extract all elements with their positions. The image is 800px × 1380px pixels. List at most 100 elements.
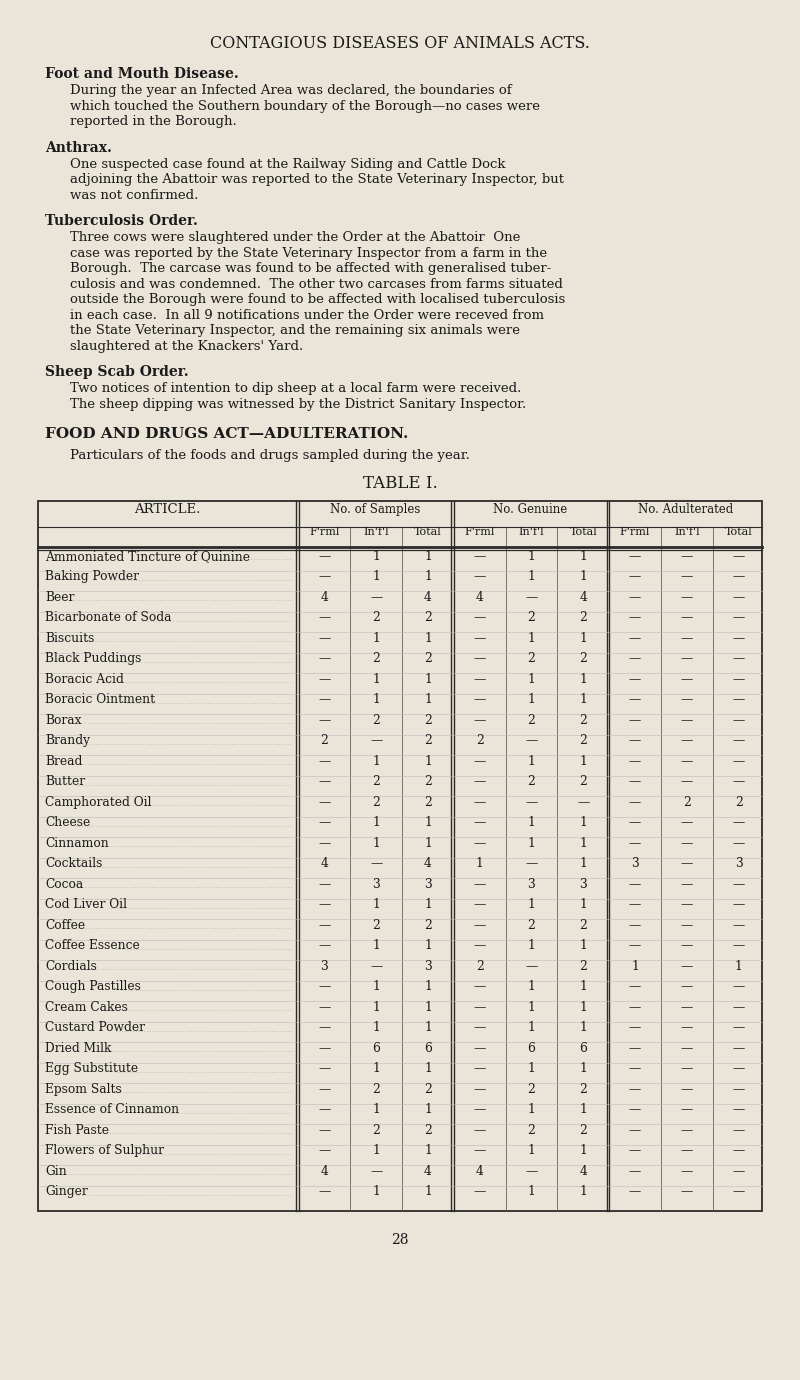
Text: —: — [733,980,745,994]
Text: Bread: Bread [45,755,82,767]
Text: —: — [318,816,330,829]
Text: 1: 1 [372,836,380,850]
Text: —: — [681,1185,693,1198]
Text: Egg Substitute: Egg Substitute [45,1063,138,1075]
Text: 3: 3 [321,959,328,973]
Text: —: — [318,632,330,644]
Text: —: — [526,857,538,871]
Text: —: — [733,1103,745,1116]
Text: Borax: Borax [45,713,82,727]
Text: —: — [526,959,538,973]
Text: Sheep Scab Order.: Sheep Scab Order. [45,364,189,380]
Text: —: — [733,776,745,788]
Text: Three cows were slaughtered under the Order at the Abattoir  One: Three cows were slaughtered under the Or… [70,230,520,244]
Text: 1: 1 [579,816,587,829]
Text: —: — [681,1063,693,1075]
Text: 1: 1 [372,755,380,767]
Text: —: — [681,857,693,871]
Text: 1: 1 [528,1144,535,1158]
Text: 2: 2 [424,734,432,747]
Text: —: — [629,836,641,850]
Text: 1: 1 [424,632,432,644]
Text: 1: 1 [372,940,380,952]
Text: 28: 28 [391,1232,409,1248]
Text: —: — [318,713,330,727]
Text: Essence of Cinnamon: Essence of Cinnamon [45,1103,179,1116]
Text: —: — [733,1042,745,1054]
Text: —: — [318,1000,330,1014]
Text: 2: 2 [372,653,380,665]
Text: —: — [318,1144,330,1158]
Text: —: — [474,653,486,665]
Text: —: — [318,1103,330,1116]
Text: —: — [681,959,693,973]
Text: —: — [681,713,693,727]
Text: 2: 2 [527,713,535,727]
Text: —: — [474,836,486,850]
Text: 6: 6 [424,1042,432,1054]
Text: Butter: Butter [45,776,85,788]
Text: ARTICLE.: ARTICLE. [134,502,200,516]
Text: —: — [733,591,745,604]
Text: —: — [629,755,641,767]
Text: 1: 1 [372,1021,380,1034]
Text: Baking Powder: Baking Powder [45,570,139,584]
Text: 1: 1 [734,959,742,973]
Text: in each case.  In all 9 notifications under the Order were receved from: in each case. In all 9 notifications und… [70,309,544,322]
Text: No. Genuine: No. Genuine [493,502,567,516]
Text: F'rml: F'rml [465,527,495,537]
Text: —: — [629,1042,641,1054]
Text: —: — [474,1000,486,1014]
Text: 2: 2 [321,734,328,747]
Text: —: — [318,1042,330,1054]
Text: 2: 2 [579,611,587,624]
Text: 1: 1 [579,570,587,584]
Text: —: — [474,1021,486,1034]
Text: 1: 1 [424,1063,432,1075]
Text: —: — [681,940,693,952]
Text: 1: 1 [579,1185,587,1198]
Text: —: — [681,980,693,994]
Text: —: — [318,611,330,624]
Text: Cream Cakes: Cream Cakes [45,1000,128,1014]
Text: —: — [681,632,693,644]
Text: 2: 2 [476,734,484,747]
Text: 1: 1 [424,1021,432,1034]
Text: Two notices of intention to dip sheep at a local farm were received.: Two notices of intention to dip sheep at… [70,382,522,395]
Text: —: — [681,898,693,911]
Text: —: — [681,549,693,563]
Text: Coffee: Coffee [45,919,85,932]
Text: 2: 2 [579,713,587,727]
Text: —: — [318,919,330,932]
Text: 2: 2 [424,713,432,727]
Text: —: — [474,816,486,829]
Text: 4: 4 [424,1165,432,1177]
Text: In'f'l: In'f'l [363,527,389,537]
Text: —: — [733,1021,745,1034]
Text: —: — [629,940,641,952]
Text: —: — [681,878,693,890]
Text: —: — [474,549,486,563]
Text: 2: 2 [527,611,535,624]
Text: —: — [733,570,745,584]
Text: —: — [526,591,538,604]
Text: 1: 1 [528,693,535,707]
Text: —: — [629,673,641,686]
Text: —: — [474,980,486,994]
Text: 1: 1 [579,632,587,644]
Text: 2: 2 [372,919,380,932]
Text: Ginger: Ginger [45,1185,88,1198]
Text: —: — [474,1185,486,1198]
Text: —: — [681,776,693,788]
Text: 3: 3 [424,959,432,973]
Text: 1: 1 [424,570,432,584]
Text: —: — [318,898,330,911]
Text: —: — [318,570,330,584]
Text: the State Veterinary Inspector, and the remaining six animals were: the State Veterinary Inspector, and the … [70,324,520,337]
Text: Particulars of the foods and drugs sampled during the year.: Particulars of the foods and drugs sampl… [70,448,470,462]
Text: —: — [629,713,641,727]
Text: —: — [629,796,641,809]
Text: —: — [318,673,330,686]
Text: —: — [629,1144,641,1158]
Text: —: — [474,570,486,584]
